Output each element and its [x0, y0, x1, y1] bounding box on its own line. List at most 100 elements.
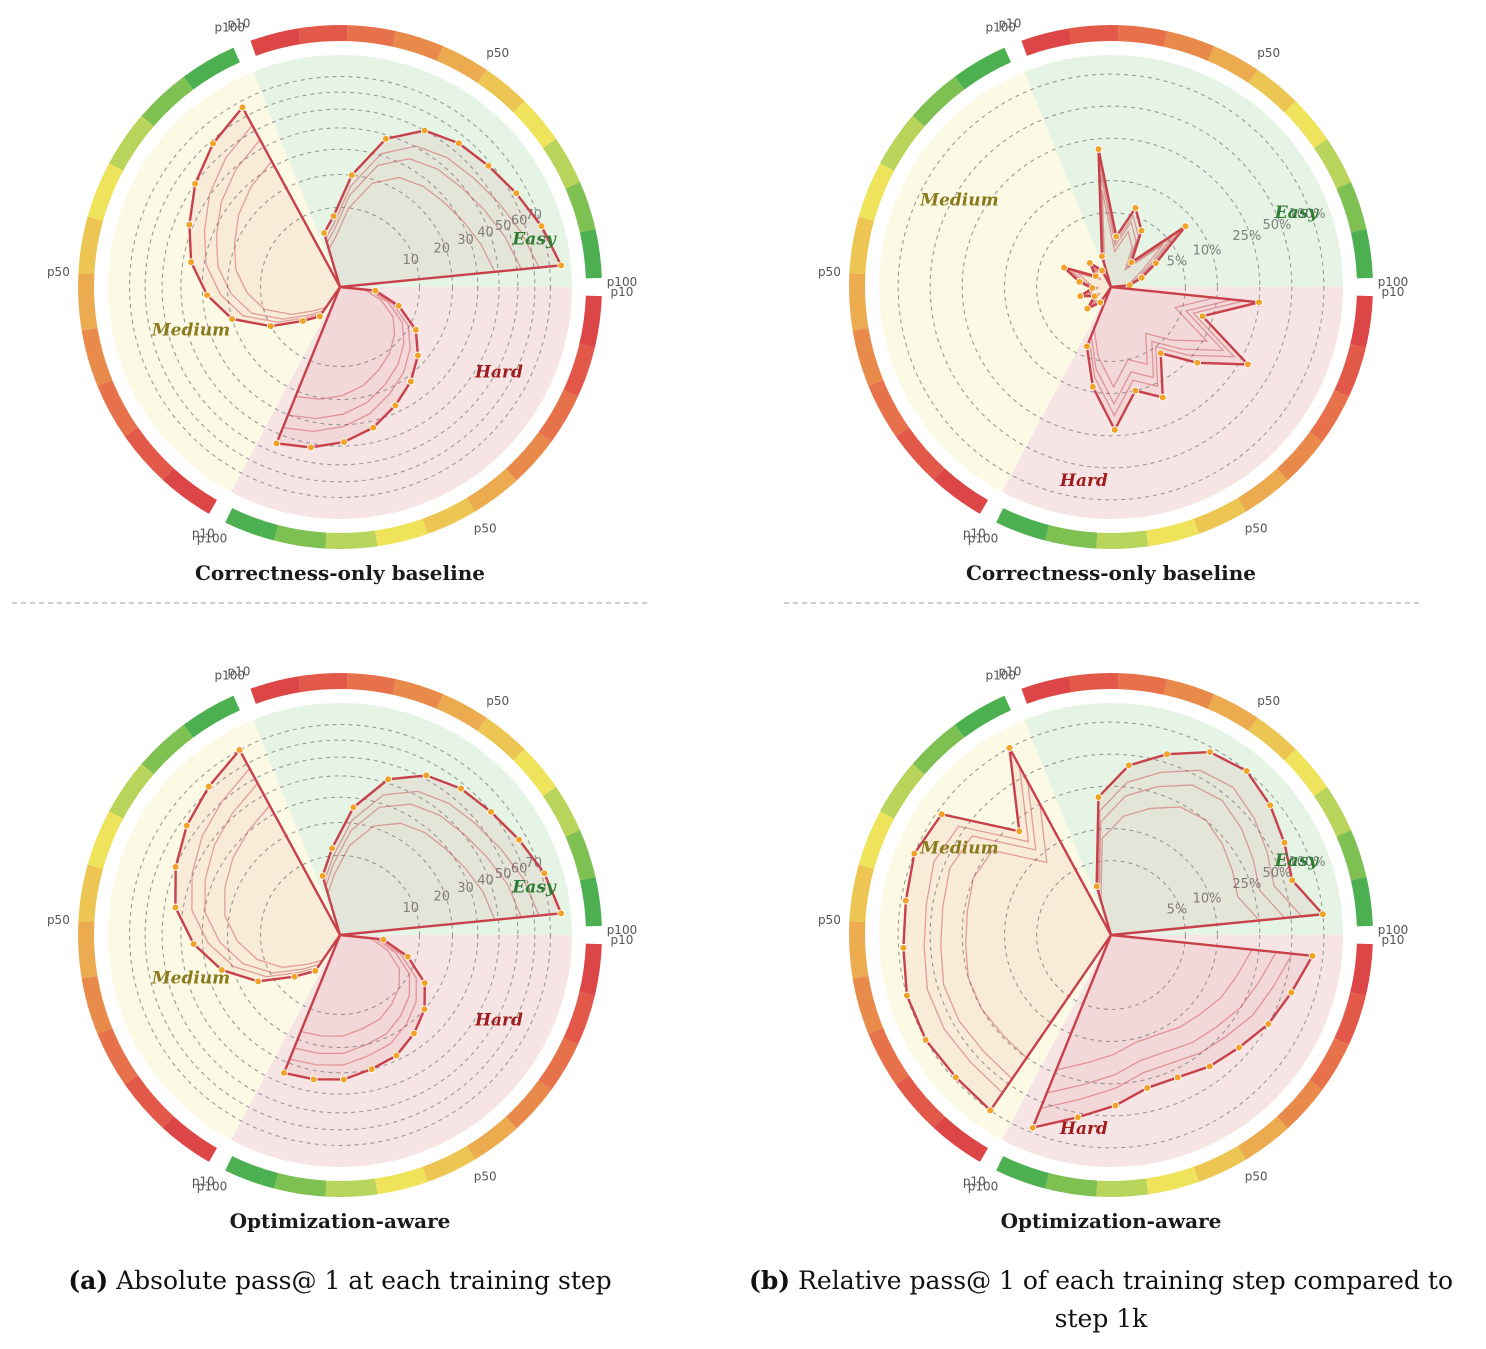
- grid-circle: [1004, 180, 1218, 394]
- series-line-step: [299, 934, 401, 1037]
- ring-segment: [1021, 676, 1072, 704]
- ring-segment: [505, 1080, 552, 1129]
- series-line-step: [1097, 769, 1304, 936]
- ring-segment: [1313, 138, 1352, 189]
- series-line-hard: [1085, 285, 1260, 433]
- ring-segment: [162, 468, 217, 514]
- ring-label: p100: [215, 20, 246, 34]
- series-line-hard: [1030, 933, 1315, 1130]
- ring-segment: [996, 508, 1049, 541]
- sector-bg-medium: [108, 71, 341, 492]
- data-point: [899, 943, 908, 952]
- data-point: [391, 401, 400, 410]
- grid-circle: [897, 721, 1325, 1149]
- ring-segment: [1163, 31, 1215, 61]
- data-point: [1242, 767, 1251, 775]
- data-point: [1193, 359, 1202, 367]
- sector-label-medium: Medium: [151, 969, 230, 989]
- grid-circle: [1036, 860, 1186, 1010]
- data-point: [228, 315, 236, 323]
- ring-segment: [375, 518, 428, 547]
- radar-panel-relative-optimization: 5%10%25%50%100%p10p50p100p10p50p100p10p5…: [818, 665, 1408, 1233]
- ring-segment: [477, 69, 525, 113]
- data-point: [420, 979, 429, 987]
- data-point: [1111, 1101, 1120, 1110]
- data-point: [1181, 222, 1190, 231]
- ring-segment: [1309, 390, 1349, 442]
- series-line-step: [224, 804, 341, 969]
- data-point: [339, 1075, 348, 1084]
- ring-segment: [225, 508, 278, 541]
- data-point: [379, 935, 388, 944]
- data-point: [1083, 342, 1091, 351]
- ring-label: p50: [1257, 694, 1280, 708]
- series-line-step: [1100, 173, 1173, 288]
- sector-label-easy: Easy: [1274, 851, 1320, 871]
- grid-circle: [180, 127, 500, 447]
- ring-segment: [1313, 786, 1352, 837]
- ring-segment: [542, 138, 581, 189]
- ring-segment: [162, 1116, 217, 1162]
- sector-bg-medium: [107, 719, 340, 1140]
- data-point: [203, 291, 211, 299]
- ring-segment: [1021, 28, 1072, 56]
- sector-bg-medium: [879, 719, 1111, 1140]
- ring-segment: [141, 76, 194, 127]
- series-line-step: [203, 124, 341, 323]
- sector-bg-easy: [1024, 703, 1343, 935]
- data-point: [1110, 426, 1119, 434]
- data-point: [371, 286, 380, 295]
- radial-tick-label: 25%: [1232, 229, 1261, 244]
- data-point: [1098, 252, 1106, 261]
- grid-circle: [144, 91, 536, 483]
- ring-segment: [849, 921, 869, 979]
- data-point: [367, 1065, 376, 1073]
- ring-segment: [466, 1116, 517, 1160]
- data-point: [537, 222, 546, 230]
- sector-label-hard: Hard: [474, 363, 523, 383]
- ring-segment: [579, 943, 602, 996]
- data-point: [1137, 226, 1146, 235]
- panel-title: Correctness-only baseline: [966, 561, 1256, 585]
- radial-tick-label: 30: [457, 233, 474, 248]
- data-point: [329, 212, 338, 220]
- series-line-step: [325, 145, 541, 288]
- data-point: [1028, 1123, 1037, 1132]
- data-point: [299, 317, 307, 325]
- ring-segment: [933, 468, 988, 514]
- ring-label: p10: [963, 527, 986, 541]
- series-line-step: [940, 781, 1112, 1080]
- ring-segment: [513, 101, 557, 149]
- data-point: [328, 844, 336, 853]
- data-point: [1083, 304, 1092, 313]
- ring-label: p10: [192, 527, 215, 541]
- ring-segment: [109, 763, 154, 819]
- ring-label: p10: [192, 1175, 215, 1189]
- series-line-step: [1088, 286, 1245, 417]
- data-point: [189, 940, 198, 948]
- sector-label-easy: Easy: [511, 230, 557, 250]
- data-point: [1205, 1062, 1214, 1071]
- radial-tick-label: 10: [402, 901, 419, 916]
- ring-segment: [1117, 673, 1168, 695]
- ring-segment: [579, 228, 602, 279]
- ring-segment: [579, 876, 602, 927]
- ring-segment: [565, 830, 596, 881]
- data-point: [1163, 750, 1171, 759]
- data-point: [340, 438, 348, 446]
- data-point: [1158, 393, 1167, 402]
- data-point: [290, 972, 299, 981]
- caption-b-text-line2: step 1k: [1054, 1304, 1148, 1333]
- sector-label-medium: Medium: [919, 191, 998, 211]
- data-point: [937, 810, 946, 819]
- data-point: [1074, 1113, 1082, 1122]
- ring-segment: [1350, 228, 1373, 279]
- data-point: [1319, 910, 1327, 919]
- data-point: [1198, 312, 1207, 321]
- ring-segment: [542, 786, 581, 837]
- ring-segment: [1336, 182, 1367, 233]
- data-point: [1235, 1043, 1243, 1052]
- caption-b-text-line1: Relative pass@ 1 of each training step c…: [798, 1266, 1453, 1295]
- ring-label: p100: [968, 531, 999, 545]
- ring-segment: [1350, 876, 1373, 927]
